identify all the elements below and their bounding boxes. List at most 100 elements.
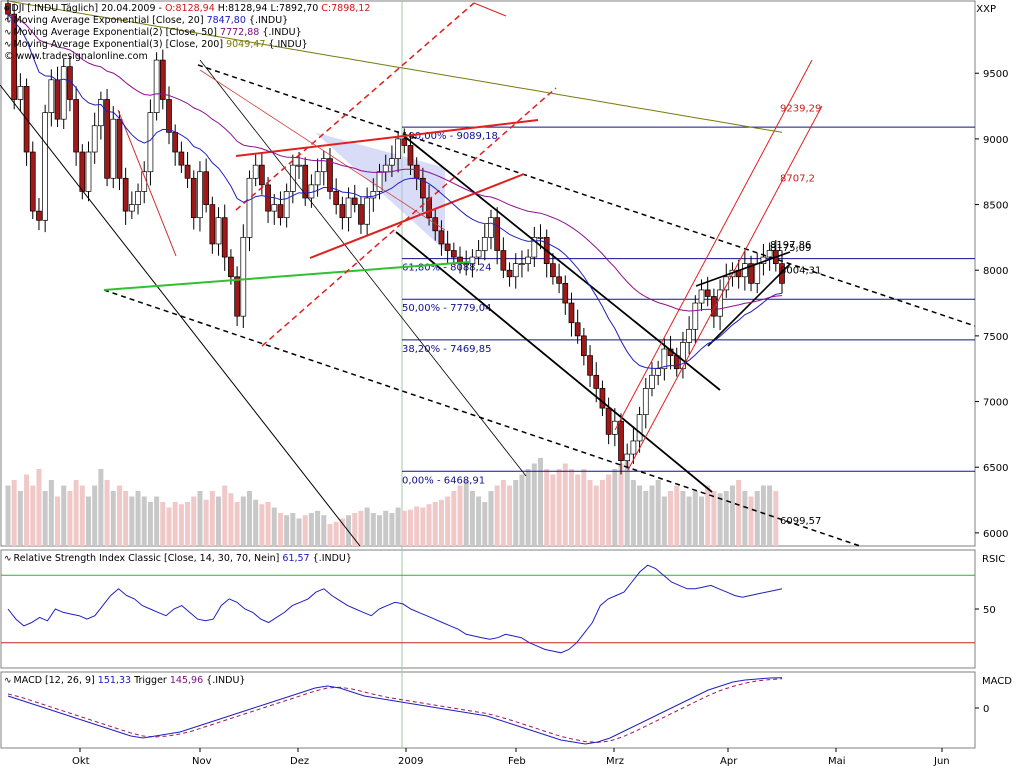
volume-bar bbox=[581, 469, 587, 546]
main-legend: ⊕ DJI [.INDU Täglich] 20.04.2009 - O:8128… bbox=[4, 3, 370, 63]
rsi-legend: ∿ Relative Strength Index Classic [Close,… bbox=[4, 553, 352, 565]
volume-bar bbox=[507, 485, 513, 546]
volume-bar bbox=[624, 458, 630, 546]
candle-body bbox=[754, 263, 761, 284]
volume-bar bbox=[420, 507, 426, 546]
candle-body bbox=[302, 164, 309, 199]
candle-body bbox=[11, 13, 18, 100]
trend-line bbox=[117, 109, 177, 257]
candle-body bbox=[531, 237, 538, 258]
volume-bar bbox=[692, 491, 698, 546]
line-icon: ∿ bbox=[4, 40, 12, 50]
volume-bar bbox=[327, 524, 333, 546]
candle-body bbox=[36, 210, 42, 221]
volume-bar bbox=[296, 518, 302, 546]
trend-line bbox=[235, 119, 539, 157]
volume-bar bbox=[172, 502, 178, 546]
x-tick-label: Mrz bbox=[606, 756, 624, 767]
candle-body bbox=[252, 164, 259, 179]
volume-bar bbox=[209, 491, 215, 546]
volume-bar bbox=[538, 458, 544, 546]
candle-body bbox=[407, 145, 414, 166]
volume-bar bbox=[203, 499, 209, 546]
volume-bar bbox=[494, 485, 500, 546]
volume-bar bbox=[123, 491, 129, 546]
volume-bar bbox=[222, 485, 228, 546]
candle-body bbox=[110, 118, 117, 179]
trend-line bbox=[627, 105, 823, 471]
candle-body bbox=[345, 197, 352, 219]
volume-bar bbox=[79, 485, 85, 546]
candle-body bbox=[98, 99, 104, 127]
line-icon: ∿ bbox=[4, 28, 12, 38]
volume-bar bbox=[531, 463, 537, 546]
volume-bar bbox=[67, 491, 73, 546]
volume-bar bbox=[748, 496, 754, 546]
candle-body bbox=[296, 164, 302, 167]
volume-bar bbox=[234, 502, 240, 546]
candle-body bbox=[556, 276, 562, 284]
candle-body bbox=[197, 171, 203, 219]
volume-bar bbox=[141, 496, 147, 546]
exchange-label: XXP bbox=[976, 4, 996, 15]
x-tick-label: Feb bbox=[508, 756, 526, 767]
candle-body bbox=[426, 197, 432, 219]
volume-bar bbox=[445, 496, 451, 546]
price-annotation: 8707,2 bbox=[780, 173, 815, 184]
trend-line bbox=[0, 84, 361, 547]
volume-bar bbox=[30, 485, 36, 546]
x-tick-label: 2009 bbox=[398, 756, 423, 767]
close-value: C:7898,12 bbox=[321, 3, 371, 14]
legend-ema50-row: ∿ Moving Average Exponential(2) [Close, 5… bbox=[4, 27, 370, 39]
candle-body bbox=[711, 296, 717, 317]
volume-bar bbox=[36, 469, 42, 546]
volume-bar bbox=[655, 480, 661, 546]
candle-body bbox=[605, 407, 612, 435]
volume-bar bbox=[370, 513, 376, 546]
candle-body bbox=[717, 289, 723, 317]
candle-body bbox=[184, 164, 191, 179]
candle-body bbox=[469, 256, 476, 265]
candle-body bbox=[723, 276, 730, 291]
candle-body bbox=[79, 151, 86, 192]
y-tick-label: 9500 bbox=[983, 69, 1008, 80]
trend-line bbox=[235, 2, 475, 211]
candle-body bbox=[618, 420, 624, 461]
volume-bar bbox=[191, 496, 197, 546]
volume-bar bbox=[339, 518, 345, 546]
legend-ema200-row: ∿ Moving Average Exponential(3) [Close, 2… bbox=[4, 39, 370, 51]
candle-body bbox=[358, 204, 364, 225]
volume-bar bbox=[630, 480, 636, 546]
x-tick-label: Nov bbox=[192, 756, 212, 767]
volume-bar bbox=[302, 515, 308, 546]
volume-bar bbox=[451, 491, 457, 546]
volume-bar bbox=[550, 474, 556, 546]
volume-bar bbox=[166, 507, 172, 546]
macd-panel-frame bbox=[0, 671, 976, 749]
volume-bar bbox=[98, 469, 104, 546]
volume-bar bbox=[55, 496, 61, 546]
candle-body bbox=[159, 59, 166, 100]
candle-body bbox=[153, 59, 160, 113]
candle-body bbox=[655, 368, 662, 376]
candle-body bbox=[376, 171, 383, 192]
x-tick-label: Apr bbox=[720, 756, 738, 767]
ema50-label: Moving Average Exponential(2) [Close, 50… bbox=[13, 27, 217, 38]
macd-axis-title: MACD bbox=[982, 676, 1012, 687]
candle-body bbox=[537, 237, 544, 239]
volume-bar bbox=[525, 469, 531, 546]
candle-body bbox=[649, 374, 655, 389]
y-tick-label: 7000 bbox=[983, 398, 1008, 409]
volume-bar bbox=[686, 496, 692, 546]
x-tick-label: Okt bbox=[72, 756, 90, 767]
y-tick-label: 6000 bbox=[983, 529, 1008, 540]
volume-bar bbox=[432, 502, 438, 546]
volume-bar bbox=[401, 510, 407, 546]
rsi-panel-frame bbox=[0, 549, 976, 669]
copyright-label: © www.tradesignalonline.com bbox=[4, 51, 148, 62]
candle-body bbox=[178, 151, 185, 166]
volume-bar bbox=[315, 510, 321, 546]
volume-bar bbox=[711, 491, 717, 546]
ema200-value: 9049,47 bbox=[226, 39, 266, 50]
